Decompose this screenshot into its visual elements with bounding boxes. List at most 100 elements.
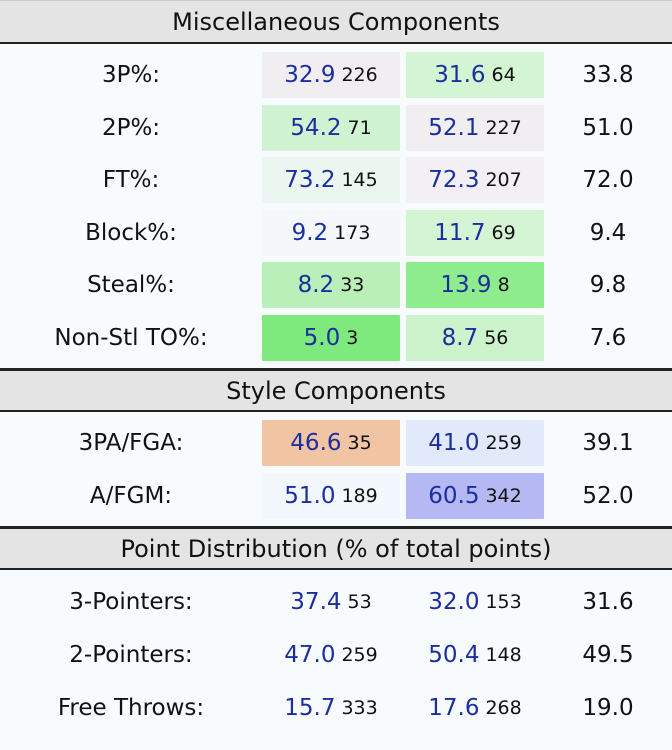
team-a-rank: 145	[341, 169, 378, 192]
section-title: Point Distribution (% of total points)	[120, 534, 552, 563]
stat-label: 3-Pointers:	[69, 588, 193, 615]
team-b-rank: 342	[485, 484, 522, 507]
stat-row: Block%: 9.2 173 11.7 69 9.4	[0, 207, 672, 260]
team-a-value: 54.2	[290, 114, 342, 141]
team-a-cell: 46.6 35	[262, 420, 400, 467]
team-a-cell: 9.2 173	[262, 209, 400, 256]
team-a-rank: 3	[346, 326, 359, 349]
team-b-cell: 52.1 227	[406, 104, 544, 151]
team-a-rank: 33	[340, 274, 365, 297]
team-b-cell: 17.6 268	[406, 685, 544, 731]
stat-label: Free Throws:	[57, 694, 205, 721]
stat-label: Block%:	[85, 219, 177, 246]
team-b-value: 52.1	[428, 114, 480, 141]
team-a-cell: 32.9 226	[262, 52, 400, 99]
stat-row: 2P%: 54.2 71 52.1 227 51.0	[0, 102, 672, 155]
stat-row: Free Throws: 15.7 333 17.6 268 19.0	[0, 681, 672, 734]
d1-average: 19.0	[582, 694, 634, 721]
point-distribution-rows: 3-Pointers: 37.4 53 32.0 153 31.6 2-Poin…	[0, 570, 672, 738]
team-a-value: 32.9	[284, 62, 336, 89]
team-b-rank: 207	[485, 169, 522, 192]
team-a-rank: 71	[347, 116, 372, 139]
stat-row: 3P%: 32.9 226 31.6 64 33.8	[0, 49, 672, 102]
d1-average: 9.4	[589, 219, 627, 246]
style-rows: 3PA/FGA: 46.6 35 41.0 259 39.1 A/FGM: 51…	[0, 412, 672, 526]
d1-average: 52.0	[582, 482, 634, 509]
d1-average: 33.8	[582, 62, 634, 89]
stat-row: 3-Pointers: 37.4 53 32.0 153 31.6	[0, 575, 672, 628]
team-b-rank: 148	[485, 643, 522, 666]
team-b-value: 72.3	[428, 167, 480, 194]
team-a-value: 73.2	[284, 167, 336, 194]
stat-label: 3P%:	[101, 62, 161, 89]
stat-row: 3PA/FGA: 46.6 35 41.0 259 39.1	[0, 417, 672, 470]
team-b-cell: 50.4 148	[406, 632, 544, 678]
d1-average: 72.0	[582, 167, 634, 194]
team-b-cell: 72.3 207	[406, 157, 544, 204]
team-a-cell: 54.2 71	[262, 104, 400, 151]
team-a-value: 51.0	[284, 482, 336, 509]
team-a-value: 46.6	[290, 430, 342, 457]
team-a-rank: 189	[341, 484, 378, 507]
team-a-value: 15.7	[284, 694, 336, 721]
d1-average: 51.0	[582, 114, 634, 141]
team-b-cell: 13.9 8	[406, 262, 544, 309]
stat-row: FT%: 73.2 145 72.3 207 72.0	[0, 154, 672, 207]
stat-label: 3PA/FGA:	[78, 430, 184, 457]
team-a-rank: 226	[341, 64, 378, 87]
team-a-cell: 73.2 145	[262, 157, 400, 204]
section-header-style: Style Components	[0, 368, 672, 412]
stat-row: A/FGM: 51.0 189 60.5 342 52.0	[0, 470, 672, 523]
team-a-cell: 8.2 33	[262, 262, 400, 309]
d1-average: 39.1	[582, 430, 634, 457]
stat-label: FT%:	[102, 167, 160, 194]
team-b-rank: 64	[491, 64, 516, 87]
section-header-point-distribution: Point Distribution (% of total points)	[0, 526, 672, 570]
team-a-cell: 15.7 333	[262, 685, 400, 731]
d1-average: 9.8	[589, 272, 627, 299]
team-b-rank: 268	[485, 696, 522, 719]
team-b-value: 11.7	[434, 219, 486, 246]
team-b-cell: 31.6 64	[406, 52, 544, 99]
team-a-value: 37.4	[290, 588, 342, 615]
team-b-value: 31.6	[434, 62, 486, 89]
team-b-rank: 227	[485, 116, 522, 139]
stat-label: Steal%:	[87, 272, 175, 299]
d1-average: 31.6	[582, 588, 634, 615]
team-a-rank: 35	[347, 432, 372, 455]
team-b-cell: 11.7 69	[406, 209, 544, 256]
team-b-rank: 259	[485, 432, 522, 455]
team-b-rank: 153	[485, 590, 522, 613]
stat-row: Steal%: 8.2 33 13.9 8 9.8	[0, 259, 672, 312]
team-a-value: 8.2	[297, 272, 335, 299]
misc-rows: 3P%: 32.9 226 31.6 64 33.8 2P%: 54.2 71 …	[0, 44, 672, 368]
team-a-rank: 333	[341, 696, 378, 719]
team-b-value: 13.9	[440, 272, 492, 299]
team-a-rank: 259	[341, 643, 378, 666]
stat-label: A/FGM:	[89, 482, 173, 509]
team-b-value: 50.4	[428, 641, 480, 668]
team-b-value: 17.6	[428, 694, 480, 721]
team-b-cell: 32.0 153	[406, 579, 544, 625]
stat-label: 2P%:	[101, 114, 161, 141]
team-b-rank: 69	[491, 221, 516, 244]
section-title: Style Components	[226, 376, 446, 405]
team-a-rank: 173	[334, 221, 371, 244]
stat-label: Non-Stl TO%:	[54, 324, 208, 351]
section-header-misc: Miscellaneous Components	[0, 0, 672, 44]
team-a-cell: 37.4 53	[262, 579, 400, 625]
team-a-value: 5.0	[303, 324, 341, 351]
team-b-rank: 56	[484, 326, 509, 349]
stat-row: Non-Stl TO%: 5.0 3 8.7 56 7.6	[0, 312, 672, 365]
team-b-cell: 41.0 259	[406, 420, 544, 467]
team-a-rank: 53	[347, 590, 372, 613]
stat-row: 2-Pointers: 47.0 259 50.4 148 49.5	[0, 628, 672, 681]
d1-average: 7.6	[589, 324, 627, 351]
team-b-value: 8.7	[441, 324, 479, 351]
d1-average: 49.5	[582, 641, 634, 668]
section-title: Miscellaneous Components	[172, 7, 500, 36]
team-b-cell: 60.5 342	[406, 472, 544, 519]
team-a-value: 9.2	[291, 219, 329, 246]
team-b-value: 41.0	[428, 430, 480, 457]
